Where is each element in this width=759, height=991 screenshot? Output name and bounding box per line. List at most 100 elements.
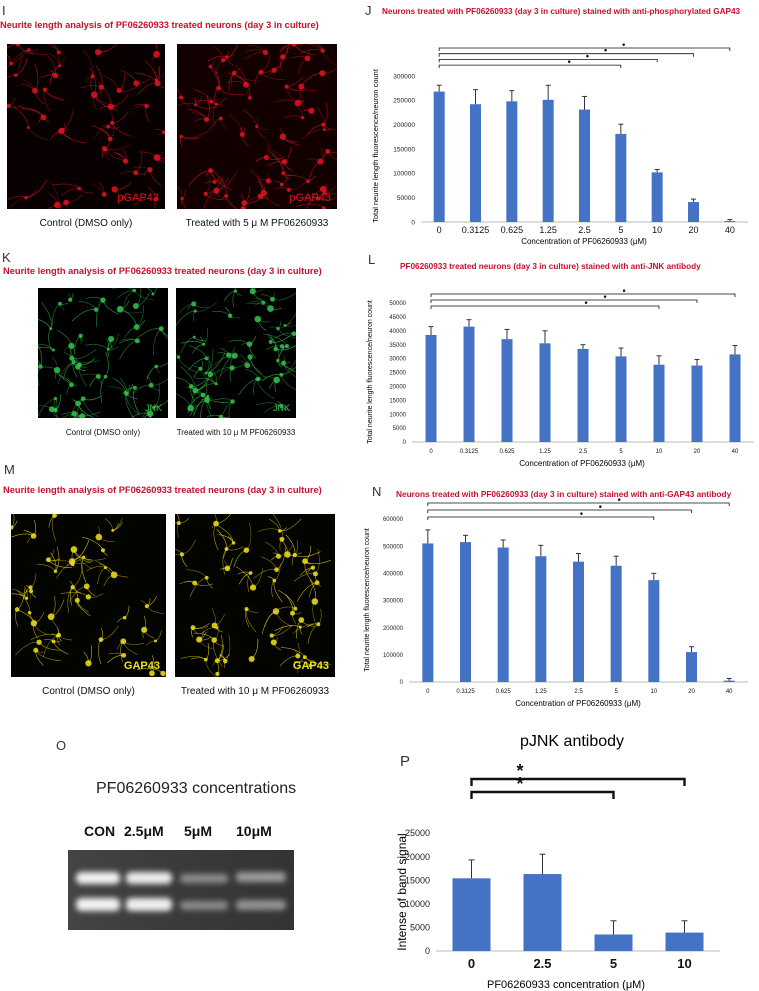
micrograph-i-treated: pGAP43 (177, 44, 337, 209)
bar (686, 652, 697, 682)
x-tick-label: 0.3125 (456, 689, 475, 695)
band-con-upper (76, 872, 120, 884)
bar (615, 133, 627, 222)
bar (648, 580, 660, 682)
significance-marker: • (580, 509, 583, 519)
neuron-cells-k-treated (176, 288, 296, 418)
micrograph-m-control: GAP43 (11, 514, 166, 677)
significance-marker: • (599, 502, 602, 512)
x-tick-label: 10 (656, 449, 663, 455)
y-tick-label: 30000 (389, 357, 406, 363)
y-tick-label: 25000 (405, 828, 430, 838)
significance-bracket (438, 59, 658, 63)
significance-bracket (430, 305, 660, 309)
band-5-upper (180, 874, 228, 883)
bar (651, 172, 663, 222)
x-tick-label: 20 (688, 225, 698, 235)
y-tick-label: 10000 (405, 899, 430, 909)
y-tick-label: 200000 (383, 626, 404, 632)
significance-bracket (430, 299, 698, 303)
y-tick-label: 100000 (393, 171, 415, 178)
y-tick-label: 15000 (405, 875, 430, 885)
bar (433, 91, 445, 222)
panel-letter-k: K (2, 250, 11, 265)
x-tick-label: 2.5 (533, 956, 551, 971)
y-tick-label: 20000 (389, 385, 406, 391)
bar (688, 202, 699, 222)
gel-bands (68, 850, 294, 930)
x-tick-label: 10 (677, 956, 691, 971)
significance-bracket (438, 53, 694, 57)
x-tick-label: 5 (614, 689, 618, 695)
significance-bracket (427, 516, 655, 520)
y-tick-label: 0 (425, 946, 430, 956)
significance-bracket (470, 777, 686, 786)
bar (501, 339, 513, 442)
y-tick-label: 40000 (389, 329, 406, 335)
x-tick-label: 1.25 (539, 225, 557, 235)
band-con-lower (76, 898, 120, 911)
significance-marker: • (603, 292, 606, 302)
neuron-cells-m-treated (175, 514, 332, 677)
x-tick-label: 0.3125 (462, 225, 490, 235)
significance-marker: • (622, 40, 625, 50)
significance-marker: • (584, 298, 587, 308)
chart-j-title: Neurons treated with PF06260933 (day 3 i… (382, 7, 741, 16)
significance-marker: • (604, 45, 607, 55)
chart-n-title: Neurons treated with PF06260933 (day 3 i… (396, 489, 732, 499)
micrograph-k-control: JNK (38, 288, 168, 418)
y-tick-label: 20000 (405, 852, 430, 862)
y-tick-label: 0 (400, 680, 404, 686)
significance-bracket (430, 293, 736, 297)
x-tick-label: 20 (694, 449, 701, 455)
bar (579, 109, 590, 222)
bar (691, 365, 703, 442)
neuron-cells-i-treated (177, 44, 337, 209)
panel-letter-l: L (368, 252, 376, 267)
bar (724, 221, 736, 222)
band-5-lower (180, 901, 228, 910)
y-tick-label: 100000 (383, 653, 404, 659)
gel-title: PF06260933 concentrations (96, 780, 297, 797)
bar (723, 680, 735, 682)
significance-bracket (427, 509, 692, 513)
y-tick-label: 600000 (383, 517, 404, 523)
stain-label: GAP43 (123, 660, 160, 672)
significance-marker: * (516, 761, 523, 781)
y-tick-label: 50000 (397, 195, 415, 202)
panel-i-title: Neurite length analysis of PF06260933 tr… (0, 20, 319, 30)
x-tick-label: 0 (429, 449, 433, 455)
caption-k-treated: Treated with 10 μ M PF06260933 (176, 428, 296, 437)
x-tick-label: 0.625 (496, 689, 512, 695)
y-tick-label: 500000 (383, 544, 404, 550)
bar (497, 547, 509, 682)
bar (425, 334, 437, 442)
x-tick-label: 2.5 (579, 449, 588, 455)
panel-m-title: Neurite length analysis of PF06260933 tr… (3, 485, 322, 495)
y-tick-label: 400000 (383, 571, 404, 577)
caption-m-treated: Treated with 10 μ M PF06260933 (180, 686, 330, 697)
stain-label: pGAP43 (117, 192, 159, 204)
western-blot-gel (68, 850, 294, 930)
x-tick-label: 40 (732, 449, 739, 455)
x-tick-label: 2.5 (574, 689, 583, 695)
x-tick-label: 40 (726, 689, 733, 695)
y-tick-label: 25000 (389, 371, 406, 377)
x-tick-label: 0.3125 (460, 449, 479, 455)
y-tick-label: 50000 (389, 301, 406, 307)
x-tick-label: 5 (619, 449, 623, 455)
panel-letter-i: I (2, 3, 6, 18)
x-tick-label: 2.5 (578, 225, 591, 235)
bar (729, 354, 741, 442)
bar (470, 104, 481, 222)
y-tick-label: 45000 (389, 315, 406, 321)
y-tick-label: 10000 (389, 412, 406, 418)
stain-label: JNK (272, 403, 290, 413)
band-2-5-lower (126, 898, 172, 911)
caption-i-control: Control (DMSO only) (39, 218, 133, 229)
neuron-cells-i-control (7, 44, 165, 209)
significance-bracket (438, 64, 622, 69)
x-tick-label: 20 (688, 689, 695, 695)
